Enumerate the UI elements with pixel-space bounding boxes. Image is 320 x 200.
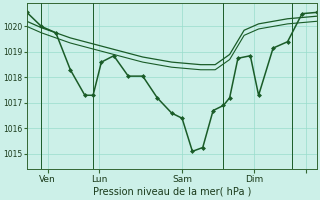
X-axis label: Pression niveau de la mer( hPa ): Pression niveau de la mer( hPa ) <box>92 187 251 197</box>
